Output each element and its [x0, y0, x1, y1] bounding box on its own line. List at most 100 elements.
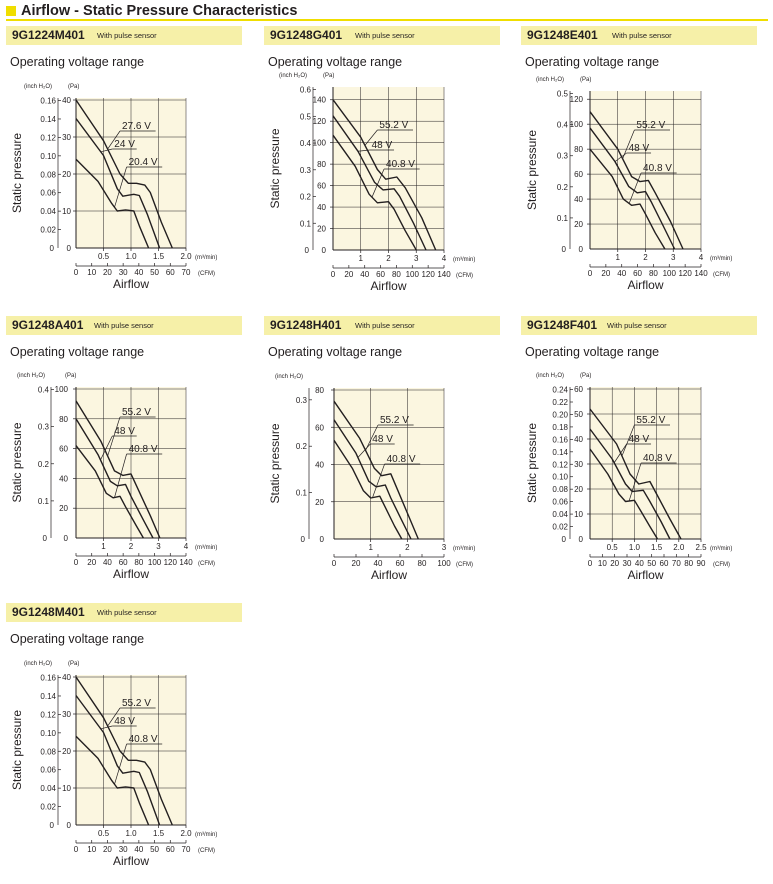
pq-curve-40-8-v [332, 134, 417, 251]
pq-curve-40-8-v [589, 448, 659, 540]
pulse-sensor-tag: With pulse sensor [97, 608, 157, 617]
cfm-tick-label: 60 [633, 269, 642, 278]
inh2o-unit-label: (inch H₂O) [24, 84, 52, 90]
cfm-tick-label: 20 [103, 845, 112, 854]
voltage-leader-line [364, 129, 378, 146]
m3-tick-label: 2 [386, 254, 391, 263]
operating-voltage-label: Operating voltage range [268, 345, 403, 359]
cfm-tick-label: 50 [647, 559, 656, 568]
m3-unit-label: (m³/min) [710, 546, 732, 552]
voltage-label: 40.8 V [129, 444, 158, 455]
voltage-leader-line [365, 424, 379, 451]
pa-tick-label: 20 [574, 485, 583, 494]
cfm-tick-label: 140 [437, 270, 451, 279]
voltage-label: 48 V [114, 716, 135, 727]
inh2o-tick-label: 0.18 [552, 423, 568, 432]
cfm-tick-label: 20 [87, 558, 96, 567]
cfm-tick-label: 0 [332, 559, 337, 568]
model-name: 9G1248M401 [12, 605, 85, 619]
m3-tick-label: 2.0 [180, 829, 192, 838]
cfm-tick-label: 10 [598, 559, 607, 568]
pq-curve-48-v [589, 127, 676, 250]
operating-voltage-label: Operating voltage range [525, 55, 660, 69]
voltage-leader-line [100, 148, 113, 153]
cfm-tick-label: 40 [134, 268, 143, 277]
pa-tick-label: 20 [62, 747, 71, 756]
pa-tick-label: 30 [62, 710, 71, 719]
y-axis-title: Static pressure [10, 133, 24, 213]
pa-tick-label: 120 [570, 95, 584, 104]
pa-tick-label: 120 [313, 117, 327, 126]
inh2o-tick-label: 0.4 [300, 139, 312, 148]
grid [76, 387, 187, 538]
inh2o-tick-label: 0.3 [557, 152, 569, 161]
cfm-unit-label: (CFM) [198, 848, 215, 854]
inh2o-tick-label: 0.08 [40, 747, 56, 756]
inh2o-tick-label: 0.5 [300, 112, 312, 121]
m3-tick-label: 2 [643, 253, 648, 262]
x-axis-title: Airflow [371, 568, 407, 582]
inh2o-tick-label: 0.02 [40, 226, 56, 235]
m3-tick-label: 1.5 [651, 543, 663, 552]
pa-zero-label: 0 [67, 244, 72, 253]
voltage-leader-line [107, 130, 121, 150]
pq-chart-9g1248h401: 0.1 0.2 0.3 20 40 60 80 0 0 (inch H₂O) 1 2 3 (m³/min)… [268, 374, 475, 582]
inh2o-tick-label: 0.16 [40, 674, 56, 683]
voltage-label: 27.6 V [122, 121, 151, 132]
inh2o-tick-label: 0.10 [40, 729, 56, 738]
cfm-tick-label: 60 [166, 268, 175, 277]
m3-tick-label: 2 [405, 543, 410, 552]
m3-unit-label: (m³/min) [710, 256, 732, 262]
cfm-tick-label: 60 [119, 558, 128, 567]
cfm-tick-label: 40 [360, 270, 369, 279]
pa-tick-label: 10 [62, 784, 71, 793]
cfm-tick-label: 0 [74, 845, 79, 854]
pa-tick-label: 10 [574, 510, 583, 519]
cfm-tick-label: 80 [134, 558, 143, 567]
voltage-leader-line [100, 725, 113, 730]
inh2o-zero-label: 0 [305, 246, 310, 255]
inh2o-tick-label: 0.22 [552, 398, 568, 407]
voltage-leader-line [357, 149, 370, 152]
m3-unit-label: (m³/min) [195, 545, 217, 551]
pa-tick-label: 100 [313, 139, 327, 148]
m3-tick-label: 0.5 [98, 252, 110, 261]
pa-tick-label: 100 [55, 385, 69, 394]
inh2o-tick-label: 0.3 [38, 423, 50, 432]
pq-chart-9g1248f401: 0.02 0.04 0.06 0.08 0.10 0.12 0.14 0.16 0.18 0.20… [525, 373, 732, 582]
cfm-tick-label: 20 [103, 268, 112, 277]
pq-curve-48-v [332, 115, 427, 251]
inh2o-tick-label: 0.04 [40, 784, 56, 793]
pa-tick-label: 20 [62, 170, 71, 179]
model-bar: 9G1248M401 With pulse sensor [6, 603, 242, 622]
cfm-tick-label: 60 [166, 845, 175, 854]
inh2o-tick-label: 0.2 [557, 183, 569, 192]
m3-tick-label: 1 [368, 543, 373, 552]
cfm-tick-label: 30 [119, 268, 128, 277]
pa-unit-label: (Pa) [580, 373, 591, 379]
m3-tick-label: 2 [129, 542, 134, 551]
cfm-tick-label: 40 [374, 559, 383, 568]
cfm-tick-label: 50 [150, 268, 159, 277]
voltage-label: 48 V [114, 426, 135, 437]
inh2o-zero-label: 0 [50, 244, 55, 253]
inh2o-tick-label: 0.1 [557, 214, 569, 223]
cfm-tick-label: 30 [119, 845, 128, 854]
pq-chart-9g1248m401: 0.02 0.04 0.06 0.08 0.10 0.12 0.14 0.16 10 20 30 40… [10, 661, 217, 868]
grid [590, 387, 702, 539]
cfm-tick-label: 120 [678, 269, 692, 278]
voltage-label: 24 V [114, 139, 135, 150]
inh2o-tick-label: 0.1 [300, 219, 312, 228]
cfm-tick-label: 50 [150, 845, 159, 854]
pa-unit-label: (Pa) [68, 84, 79, 90]
cfm-unit-label: (CFM) [713, 272, 730, 278]
m3-tick-label: 4 [184, 542, 189, 551]
pq-curve-27-6-v [75, 99, 173, 249]
inh2o-tick-label: 0.08 [40, 170, 56, 179]
chart-panel-9g1248a401: 9G1248A401 With pulse sensor Operating v… [6, 316, 246, 586]
pa-zero-label: 0 [64, 534, 69, 543]
m3-tick-label: 0.5 [607, 543, 619, 552]
model-bar: 9G1224M401 With pulse sensor [6, 26, 242, 45]
pq-curve-48-v [75, 695, 161, 826]
